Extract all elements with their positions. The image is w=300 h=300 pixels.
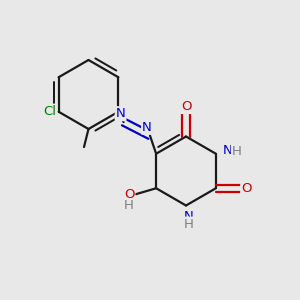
Text: H: H xyxy=(232,145,242,158)
Text: O: O xyxy=(241,182,252,195)
Text: N: N xyxy=(223,144,233,157)
Text: N: N xyxy=(116,107,125,120)
Text: O: O xyxy=(124,188,134,201)
Text: H: H xyxy=(124,199,134,212)
Text: N: N xyxy=(184,209,193,223)
Text: H: H xyxy=(184,218,193,231)
Text: N: N xyxy=(142,121,152,134)
Text: O: O xyxy=(181,100,191,113)
Text: Cl: Cl xyxy=(43,105,56,118)
